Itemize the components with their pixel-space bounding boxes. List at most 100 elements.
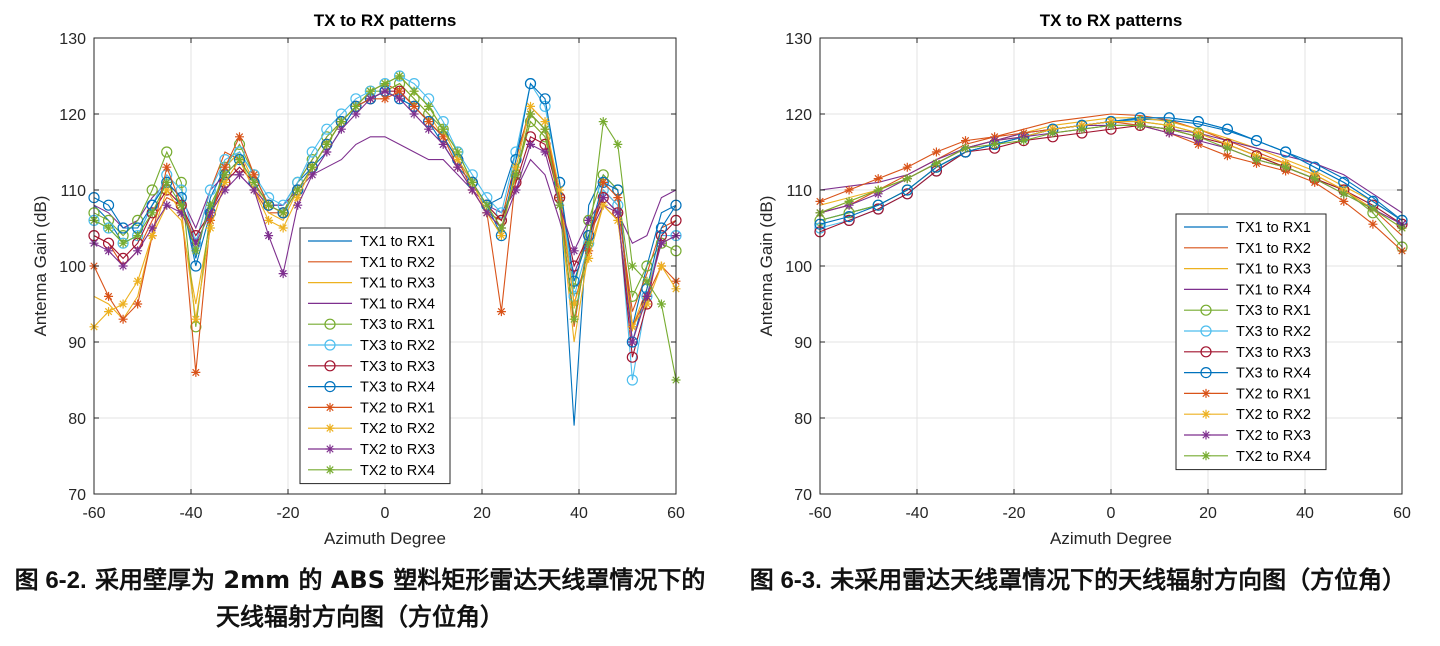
figure-caption-text-right: 未采用雷达天线罩情况下的天线辐射方向图（方位角） xyxy=(830,566,1407,594)
data-point xyxy=(351,101,361,111)
data-point xyxy=(584,253,594,263)
data-point xyxy=(613,208,623,218)
x-tick-label: 40 xyxy=(570,505,588,522)
data-point xyxy=(176,200,186,210)
data-point xyxy=(598,177,608,187)
series-group xyxy=(88,70,682,426)
data-point xyxy=(1222,143,1232,153)
data-point xyxy=(104,291,114,301)
data-point xyxy=(249,185,259,195)
y-tick-label: 100 xyxy=(59,259,86,276)
data-point xyxy=(175,176,187,188)
data-point xyxy=(162,177,172,187)
data-point xyxy=(278,208,288,218)
data-point xyxy=(1281,162,1291,172)
data-point xyxy=(453,155,463,165)
data-point xyxy=(162,162,172,172)
y-tick-label: 90 xyxy=(794,335,812,352)
data-point xyxy=(380,79,390,89)
data-point xyxy=(453,147,463,157)
legend-entry-9: TX2 to RX1 xyxy=(1236,386,1311,402)
legend-marker-9 xyxy=(1201,388,1211,398)
data-point xyxy=(872,199,884,211)
data-point xyxy=(395,94,405,104)
data-point xyxy=(467,177,477,187)
y-tick-label: 110 xyxy=(786,183,812,200)
data-point xyxy=(526,101,535,111)
data-point xyxy=(990,139,1000,149)
legend-marker-6 xyxy=(1200,325,1212,337)
data-point xyxy=(482,208,492,218)
data-point xyxy=(627,322,637,332)
figure-caption-left: 图 6-2. 采用壁厚为 2mm 的 ABS 塑料矩形雷达天线罩情况下的天线辐射… xyxy=(10,562,710,635)
data-point xyxy=(843,214,855,226)
y-axis-label: Antenna Gain (dB) xyxy=(757,196,776,337)
data-point xyxy=(117,222,129,234)
legend-marker-5 xyxy=(1200,304,1212,316)
chart-title: TX to RX patterns xyxy=(1040,11,1183,30)
data-point xyxy=(1339,196,1349,206)
x-tick-label: 0 xyxy=(1107,505,1116,522)
data-point xyxy=(1077,124,1087,134)
data-point xyxy=(117,237,129,249)
chart-panel-left: -60 -40 -20 0 20 40 60 70 80 90 100 110 120 130 TX to … xyxy=(31,11,685,548)
data-point xyxy=(540,147,550,157)
chart-right: -60 -40 -20 0 20 40 60 70 80 90 100 110 120 130 TX to … xyxy=(757,11,1411,548)
data-point xyxy=(901,188,913,200)
data-point xyxy=(205,223,215,233)
data-point xyxy=(626,351,638,363)
data-point xyxy=(132,230,144,242)
y-tick-label: 130 xyxy=(785,31,812,48)
data-point xyxy=(1193,132,1203,142)
data-point xyxy=(147,223,157,233)
legend-marker-8 xyxy=(1200,367,1212,379)
legend-entry-1: TX1 to RX1 xyxy=(1236,220,1311,236)
data-point xyxy=(118,261,128,271)
data-point xyxy=(102,199,115,211)
data-point xyxy=(118,238,128,248)
legend-entry-12: TX2 to RX4 xyxy=(360,463,435,479)
legend-box xyxy=(299,227,451,485)
data-point xyxy=(147,231,157,241)
y-tick-label: 100 xyxy=(785,259,812,276)
data-point xyxy=(511,162,521,172)
data-point xyxy=(161,146,173,158)
data-point xyxy=(555,200,565,210)
data-point xyxy=(104,246,114,256)
data-point xyxy=(204,184,216,196)
data-point xyxy=(1106,120,1116,130)
data-point xyxy=(540,117,550,127)
data-point xyxy=(1135,120,1145,130)
data-point xyxy=(104,307,114,317)
data-point xyxy=(873,185,883,195)
chart-left: -60 -40 -20 0 20 40 60 70 80 90 100 110 120 130 TX to … xyxy=(31,11,685,548)
data-point xyxy=(901,184,913,196)
data-point xyxy=(598,200,608,210)
data-point xyxy=(235,170,244,180)
chart-panel-right: -60 -40 -20 0 20 40 60 70 80 90 100 110 120 130 TX to … xyxy=(720,0,1440,646)
x-tick-label: -40 xyxy=(905,505,928,522)
data-point xyxy=(584,238,594,248)
data-point xyxy=(655,237,668,249)
data-point xyxy=(424,117,434,127)
data-point xyxy=(205,200,215,210)
data-point xyxy=(613,139,623,149)
data-point xyxy=(642,299,652,309)
data-point xyxy=(526,139,535,149)
x-tick-label: 20 xyxy=(1199,505,1217,522)
legend-entry-2: TX1 to RX2 xyxy=(1236,241,1311,257)
data-point xyxy=(655,222,668,234)
data-point xyxy=(365,94,375,104)
legend-entry-11: TX2 to RX3 xyxy=(1236,428,1311,444)
y-tick-label: 70 xyxy=(794,487,812,504)
data-point xyxy=(496,307,506,317)
x-axis-label: Azimuth Degree xyxy=(324,529,446,548)
data-point xyxy=(1368,219,1378,229)
data-point xyxy=(482,200,492,210)
x-tick-label: -40 xyxy=(179,505,202,522)
data-point xyxy=(438,132,448,142)
data-point xyxy=(162,200,172,210)
data-point xyxy=(191,246,201,256)
data-point xyxy=(613,215,623,225)
data-point xyxy=(133,299,143,309)
